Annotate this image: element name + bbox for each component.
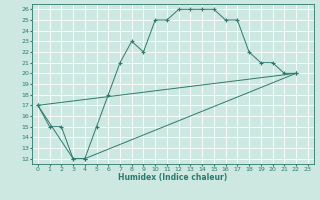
X-axis label: Humidex (Indice chaleur): Humidex (Indice chaleur) <box>118 173 228 182</box>
